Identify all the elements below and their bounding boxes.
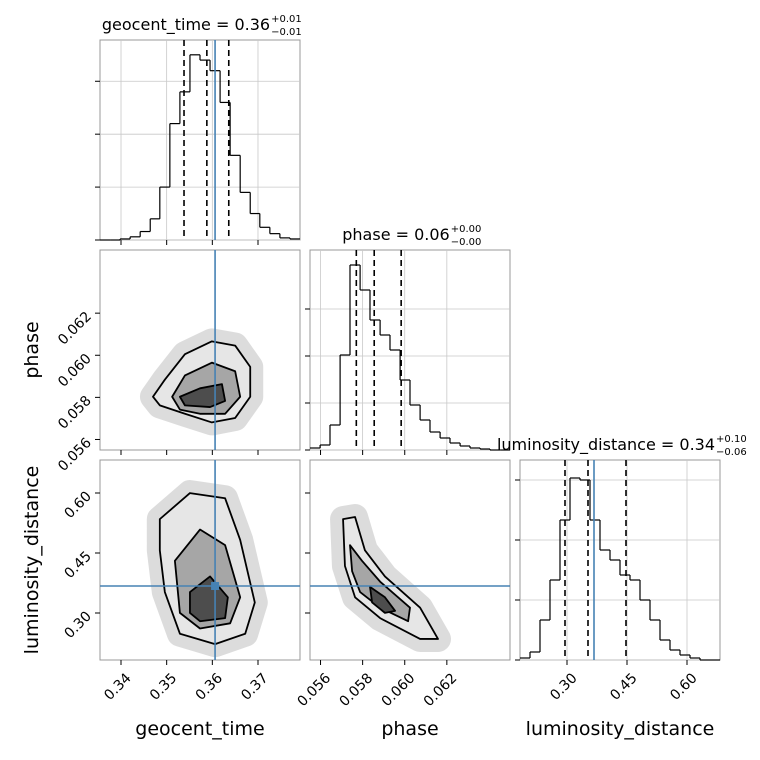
y-axis-label: luminosity_distance: [21, 466, 43, 655]
panel-frame: [99, 249, 301, 451]
truth-marker: [211, 582, 220, 590]
title-lower: −0.00: [451, 237, 482, 248]
contour: [369, 585, 396, 614]
contour: [349, 544, 411, 623]
panel-title: phase = 0.06: [342, 225, 449, 244]
title-upper: +0.10: [716, 434, 747, 445]
x-axis-label: phase: [381, 718, 438, 740]
x-axis-label: geocent_time: [135, 718, 264, 740]
title-upper: +0.00: [451, 224, 482, 235]
panel-frame: [99, 459, 301, 661]
panel-frame: [309, 459, 511, 661]
x-axis-label: luminosity_distance: [526, 718, 715, 740]
panel-title: geocent_time = 0.36: [102, 15, 270, 35]
title-lower: −0.01: [271, 27, 302, 38]
contour: [179, 383, 227, 408]
title-lower: −0.06: [716, 447, 747, 458]
panel-title: luminosity_distance = 0.34: [497, 435, 715, 455]
title-upper: +0.01: [271, 14, 302, 25]
y-axis-label: phase: [21, 321, 43, 378]
contour: [342, 516, 439, 640]
